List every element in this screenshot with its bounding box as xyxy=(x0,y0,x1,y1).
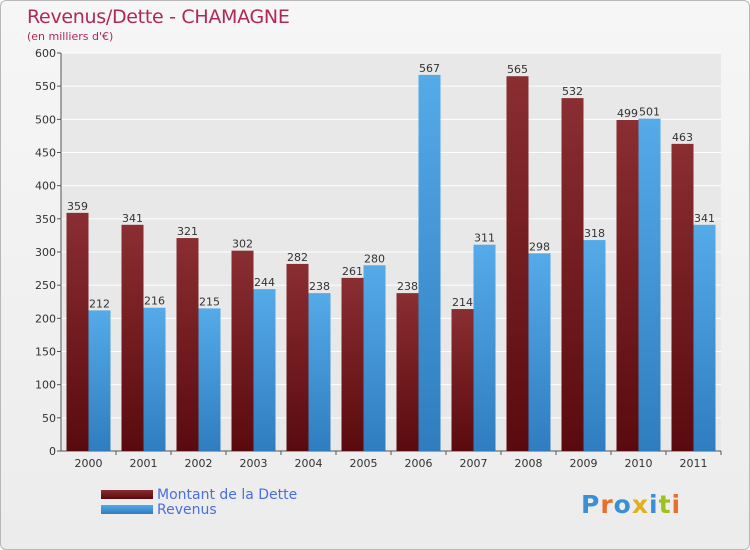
logo-letter: r xyxy=(600,490,614,519)
y-tick-label: 0 xyxy=(49,445,56,458)
bar-revenus xyxy=(473,244,496,451)
legend: Montant de la Dette Revenus xyxy=(101,486,298,518)
bar-dette xyxy=(176,238,199,451)
y-tick-label: 400 xyxy=(35,180,56,193)
bar-dette xyxy=(506,76,529,451)
legend-swatch-dette xyxy=(101,490,153,499)
bar-revenus xyxy=(528,253,551,451)
logo-letter: P xyxy=(581,490,601,519)
bar-dette xyxy=(286,263,309,451)
y-tick-label: 600 xyxy=(35,47,56,60)
y-tick-label: 300 xyxy=(35,246,56,259)
x-tick-label: 2006 xyxy=(405,457,433,470)
legend-label-dette: Montant de la Dette xyxy=(157,486,298,503)
bar-dette xyxy=(561,98,584,452)
bar-revenus xyxy=(308,293,331,451)
chart-subtitle: (en milliers d'€) xyxy=(27,30,114,43)
y-tick-label: 50 xyxy=(42,412,56,425)
bar-revenus xyxy=(583,240,606,451)
x-tick-label: 2009 xyxy=(570,457,598,470)
x-tick-label: 2000 xyxy=(75,457,103,470)
data-label-dette: 359 xyxy=(67,200,88,213)
legend-label-revenus: Revenus xyxy=(157,501,217,518)
data-label-revenus: 311 xyxy=(474,232,495,245)
data-label-dette: 302 xyxy=(232,238,253,251)
data-label-revenus: 341 xyxy=(694,212,715,225)
legend-item-dette: Montant de la Dette xyxy=(101,486,298,503)
data-label-dette: 261 xyxy=(342,265,363,278)
x-tick-label: 2011 xyxy=(680,457,708,470)
logo-letter: o xyxy=(613,490,632,519)
bar-dette xyxy=(396,293,419,451)
x-tick-label: 2004 xyxy=(295,457,323,470)
x-tick-label: 2001 xyxy=(130,457,158,470)
legend-item-revenus: Revenus xyxy=(101,501,297,518)
bar-revenus xyxy=(693,224,716,451)
data-label-dette: 214 xyxy=(452,296,473,309)
bar-revenus xyxy=(88,310,111,451)
data-label-revenus: 567 xyxy=(419,62,440,75)
y-tick-label: 150 xyxy=(35,346,56,359)
bar-revenus xyxy=(638,118,661,452)
data-label-dette: 532 xyxy=(562,85,583,98)
logo-letter: i xyxy=(649,490,659,519)
bar-revenus xyxy=(198,308,221,451)
y-tick-label: 200 xyxy=(35,312,56,325)
bar-dette xyxy=(616,119,639,451)
y-tick-label: 500 xyxy=(35,113,56,126)
data-label-dette: 463 xyxy=(672,131,693,144)
data-label-dette: 341 xyxy=(122,212,143,225)
x-tick-label: 2003 xyxy=(240,457,268,470)
x-tick-label: 2005 xyxy=(350,457,378,470)
y-tick-label: 100 xyxy=(35,379,56,392)
bar-dette xyxy=(341,277,364,451)
x-tick-label: 2010 xyxy=(625,457,653,470)
data-label-dette: 238 xyxy=(397,280,418,293)
legend-swatch-revenus xyxy=(101,505,153,514)
y-tick-label: 550 xyxy=(35,80,56,93)
data-label-revenus: 244 xyxy=(254,276,275,289)
bar-dette xyxy=(121,224,144,451)
y-tick-label: 450 xyxy=(35,147,56,160)
bar-dette xyxy=(66,212,89,451)
bar-revenus xyxy=(253,289,276,451)
data-label-revenus: 318 xyxy=(584,227,605,240)
data-label-revenus: 280 xyxy=(364,252,385,265)
data-label-dette: 321 xyxy=(177,225,198,238)
data-label-revenus: 212 xyxy=(89,297,110,310)
bar-dette xyxy=(451,309,474,451)
bar-revenus xyxy=(418,74,441,451)
logo-letter: x xyxy=(631,490,649,519)
bar-dette xyxy=(231,250,254,451)
x-tick-label: 2002 xyxy=(185,457,213,470)
y-tick-label: 250 xyxy=(35,279,56,292)
x-tick-label: 2008 xyxy=(515,457,543,470)
logo-letter: i xyxy=(671,490,682,519)
x-tick-label: 2007 xyxy=(460,457,488,470)
data-label-revenus: 238 xyxy=(309,280,330,293)
data-label-dette: 565 xyxy=(507,63,528,76)
bar-dette xyxy=(671,143,694,452)
data-label-revenus: 298 xyxy=(529,240,550,253)
data-label-revenus: 215 xyxy=(199,295,220,308)
chart-title: Revenus/Dette - CHAMAGNE xyxy=(27,6,290,28)
data-label-revenus: 216 xyxy=(144,295,165,308)
data-label-dette: 282 xyxy=(287,251,308,264)
bar-revenus xyxy=(363,265,386,451)
data-label-dette: 499 xyxy=(617,107,638,120)
y-tick-label: 350 xyxy=(35,213,56,226)
logo-letter: t xyxy=(658,490,672,519)
proxiti-logo: Proxiti xyxy=(581,490,681,519)
bar-revenus xyxy=(143,307,166,451)
data-label-revenus: 501 xyxy=(639,106,660,119)
